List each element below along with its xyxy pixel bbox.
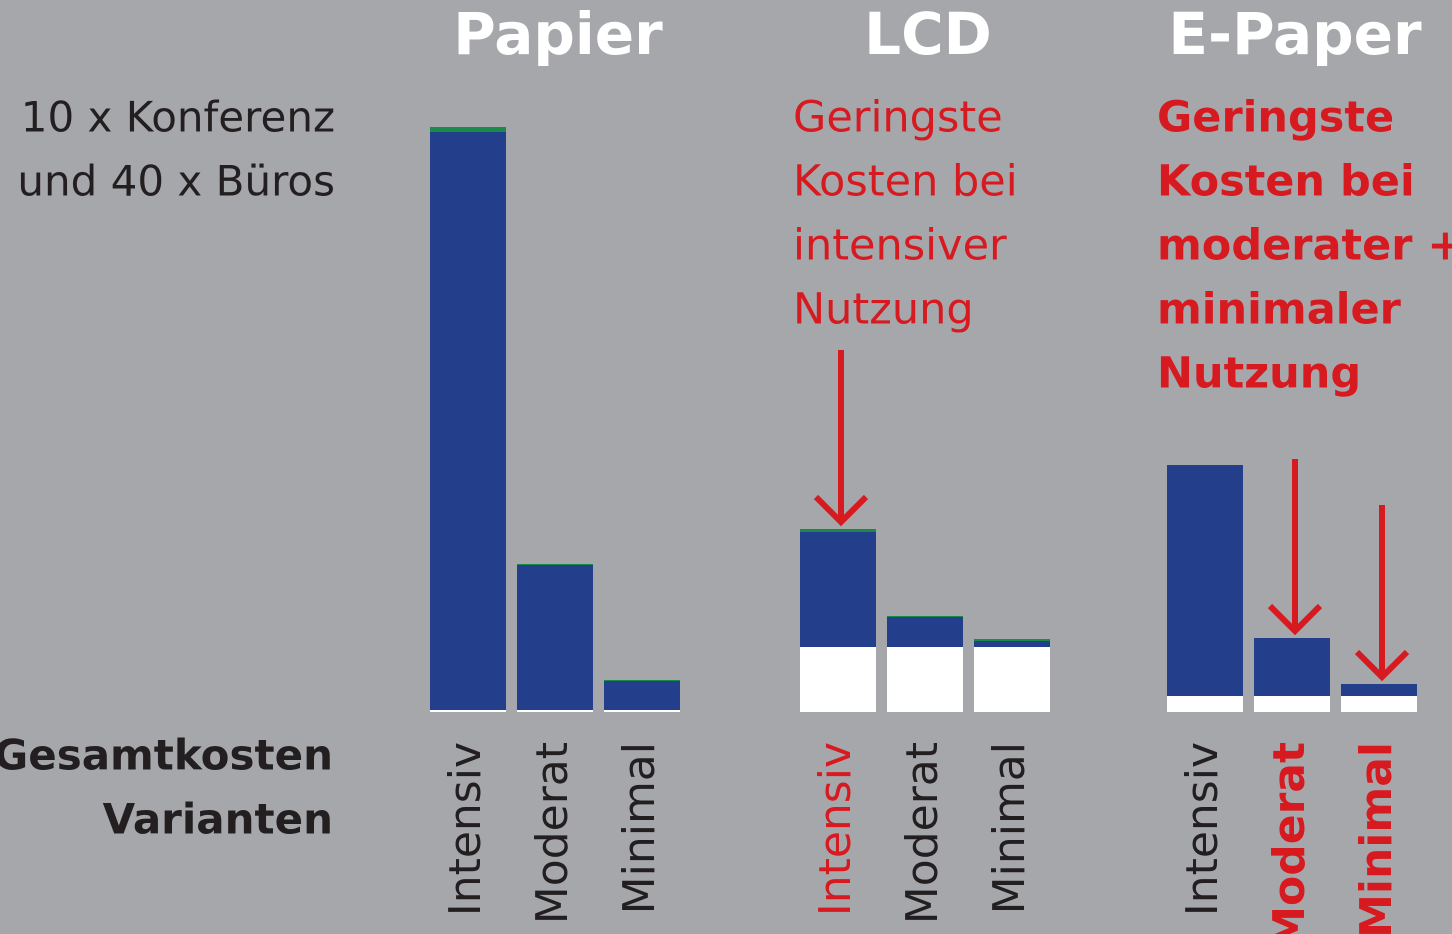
annotation: moderater + bbox=[1157, 221, 1452, 271]
bar-segment bbox=[974, 641, 1050, 647]
annotation: Kosten bei bbox=[1157, 157, 1415, 207]
bar-segment bbox=[517, 564, 593, 565]
annotation: Nutzung bbox=[1157, 349, 1361, 399]
bar-segment bbox=[604, 710, 680, 712]
category-label: Minimal bbox=[1351, 742, 1402, 934]
bar-segment bbox=[800, 647, 876, 712]
arrow-head bbox=[813, 494, 869, 527]
group-title: Papier bbox=[453, 0, 663, 68]
bar-segment bbox=[974, 647, 1050, 712]
annotation: minimaler bbox=[1157, 285, 1402, 335]
row-label: Gesamtkosten bbox=[0, 731, 333, 780]
bar-segment bbox=[887, 616, 963, 617]
bar-segment bbox=[974, 639, 1050, 641]
bar-segment bbox=[887, 647, 963, 712]
group-title: LCD bbox=[864, 0, 992, 68]
category-label: Moderat bbox=[1264, 742, 1315, 934]
bar-segment bbox=[800, 529, 876, 532]
annotation: Geringste bbox=[1157, 93, 1394, 143]
bar-segment bbox=[887, 617, 963, 647]
description: 10 x Konferenz bbox=[21, 93, 335, 142]
bar-segment bbox=[604, 680, 680, 681]
category-label: Moderat bbox=[527, 742, 578, 924]
annotation: Geringste bbox=[793, 93, 1003, 143]
category-label: Intensiv bbox=[1177, 742, 1228, 916]
category-label: Minimal bbox=[614, 742, 665, 914]
category-label: Minimal bbox=[984, 742, 1035, 914]
bar-segment bbox=[430, 127, 506, 132]
bar-segment bbox=[604, 681, 680, 710]
bar-segment bbox=[430, 132, 506, 710]
bar-segment bbox=[1167, 696, 1243, 712]
annotation: intensiver bbox=[793, 221, 1007, 271]
bar-segment bbox=[517, 710, 593, 712]
bar-segment bbox=[800, 532, 876, 647]
arrow-head bbox=[1354, 649, 1410, 682]
bar-segment bbox=[1254, 638, 1330, 696]
category-label: Intensiv bbox=[810, 742, 861, 916]
bar-segment bbox=[1341, 684, 1417, 696]
arrow-head bbox=[1267, 603, 1323, 636]
annotation: Nutzung bbox=[793, 285, 974, 335]
bar-segment bbox=[1254, 696, 1330, 712]
bar-segment bbox=[1341, 696, 1417, 712]
bar-segment bbox=[517, 565, 593, 710]
bar-segment bbox=[1167, 465, 1243, 696]
category-label: Moderat bbox=[897, 742, 948, 924]
description: und 40 x Büros bbox=[17, 157, 335, 206]
group-title: E-Paper bbox=[1168, 0, 1422, 68]
row-label: Varianten bbox=[103, 795, 333, 844]
bar-segment bbox=[430, 710, 506, 712]
category-label: Intensiv bbox=[440, 742, 491, 916]
annotation: Kosten bei bbox=[793, 157, 1018, 207]
